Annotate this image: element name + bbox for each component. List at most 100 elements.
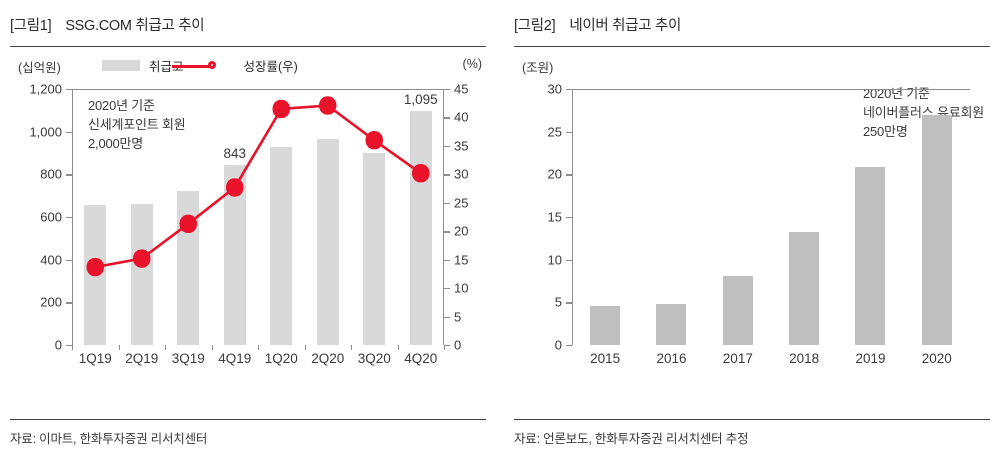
x-axis-tick [444, 345, 446, 350]
axis-tick [444, 288, 450, 290]
figure1-y-axis-right [442, 89, 444, 345]
bar [270, 147, 293, 345]
growth-line-marker [226, 178, 244, 197]
axis-tick-label: 5 [554, 294, 562, 310]
figure2-x-labels: 2015 2016 2017 2018 2019 2020 [572, 351, 970, 366]
x-axis-label: 1Q19 [78, 351, 112, 366]
bar-slot [705, 89, 771, 345]
axis-tick [66, 174, 72, 176]
axis-tick [444, 231, 450, 233]
x-axis-tick [258, 345, 260, 350]
x-axis-label: 2018 [789, 351, 820, 366]
figure1-source-text: 자료: 이마트, 한화투자증권 리서치센터 [10, 432, 208, 446]
figure2-tag: [그림2] [514, 18, 556, 34]
bar-slot [351, 89, 398, 345]
x-axis-label: 2015 [590, 351, 621, 366]
x-axis-label: 1Q20 [264, 351, 298, 366]
axis-tick [566, 174, 572, 176]
bar [921, 114, 952, 345]
bar-slot [837, 89, 903, 345]
figure2-title: 네이버 취급고 추이 [569, 18, 682, 34]
growth-line-marker [412, 163, 430, 183]
axis-tick-label: 1,200 [29, 81, 62, 97]
growth-line-marker [365, 130, 383, 150]
bar [789, 231, 820, 345]
axis-tick-label: 0 [554, 337, 562, 353]
growth-line-marker [86, 257, 104, 277]
legend-bar-swatch-icon [102, 60, 140, 71]
growth-line-marker [133, 249, 151, 268]
bar-slot [572, 89, 638, 345]
axis-tick [66, 259, 72, 261]
figure1-x-axis [72, 89, 444, 91]
figure2-bars [572, 89, 970, 345]
axis-tick-label: 10 [547, 252, 562, 268]
figure1-x-labels: 1Q19 2Q19 3Q19 4Q19 1Q20 2Q20 3Q20 4Q20 [72, 351, 444, 366]
axis-tick [566, 302, 572, 304]
figure2-header-rule [514, 46, 990, 47]
x-axis-label: 3Q19 [171, 351, 205, 366]
figure2-panel: [그림2] 네이버 취급고 추이 (조원) 2020년 기준 네이버플러스 유료… [500, 0, 1000, 459]
axis-tick-label: 1,000 [29, 124, 62, 140]
axis-tick [444, 174, 450, 176]
axis-tick-label: 35 [454, 138, 469, 154]
axis-tick-label: 25 [454, 195, 469, 211]
x-axis-label: 2019 [855, 351, 886, 366]
axis-tick-label: 15 [454, 252, 469, 268]
figure2-source: 자료: 언론보도, 한화투자증권 리서치센터 추정 [514, 419, 990, 447]
x-axis-tick [72, 345, 74, 350]
axis-tick-label: 10 [454, 280, 469, 296]
axis-tick-label: 20 [547, 166, 562, 182]
axis-tick [66, 89, 72, 91]
figure1-annotation: 2020년 기준 신세계포인트 회원 2,000만명 [88, 98, 186, 151]
axis-tick [444, 316, 450, 318]
figure1-tag: [그림1] [10, 18, 52, 34]
figure2-x-axis [572, 89, 970, 91]
figure1-header-rule [10, 46, 486, 47]
axis-tick-label: 30 [547, 81, 562, 97]
axis-tick [566, 217, 572, 219]
figure2-plot: 2015 2016 2017 2018 2019 2020 0 5 10 15 20 25 30 [548, 82, 970, 366]
axis-tick [444, 117, 450, 119]
x-axis-label: 4Q20 [404, 351, 438, 366]
axis-tick-label: 200 [40, 294, 62, 310]
axis-tick [66, 302, 72, 304]
axis-tick [444, 202, 450, 205]
bar [855, 166, 886, 345]
x-axis-tick [118, 345, 120, 350]
axis-tick-label: 0 [454, 337, 462, 353]
x-axis-tick [211, 345, 213, 350]
axis-tick [444, 89, 450, 91]
figure2-header: [그림2] 네이버 취급고 추이 [514, 0, 990, 40]
figure1-header: [그림1] SSG.COM 취급고 추이 [10, 0, 486, 40]
figure1-source-rule [10, 419, 486, 420]
x-axis-tick [304, 345, 306, 350]
axis-tick-label: 5 [454, 309, 462, 325]
figure1-panel: [그림1] SSG.COM 취급고 추이 (십억원) 취급고 성장률(우) (%… [10, 0, 486, 447]
axis-tick-label: 800 [40, 166, 62, 182]
legend-line-label: 성장률(우) [243, 60, 298, 74]
figure1-source: 자료: 이마트, 한화투자증권 리서치센터 [10, 419, 486, 447]
bar [316, 138, 339, 345]
figure2-source-rule [514, 419, 990, 420]
figure1-y-axis-left [72, 89, 74, 345]
x-axis-tick [351, 345, 353, 350]
bar-slot [904, 89, 970, 345]
x-axis-label: 2Q19 [125, 351, 159, 366]
x-axis-tick [397, 345, 399, 350]
figure1-plot: 843 1,095 1Q19 2Q19 3Q19 4Q19 1Q20 2Q20 3Q20 4Q2… [29, 82, 468, 367]
bar-slot [771, 89, 837, 345]
growth-line-marker [319, 96, 337, 115]
bar [223, 165, 246, 345]
x-axis-label: 2020 [921, 351, 952, 366]
figure2-left-unit: (조원) [522, 61, 554, 75]
legend-line-swatch-icon [171, 60, 235, 72]
bar-slot [258, 89, 305, 345]
axis-tick [566, 259, 572, 261]
figure1-plot-area: 2020년 기준 신세계포인트 회원 2,000만명 843 1,095 1Q19… [10, 81, 486, 381]
figure2-plot-area: 2020년 기준 네이버플러스 유료회원 250만명 2015 2016 2017 2… [514, 81, 990, 381]
legend-bar-label: 취급고 [149, 60, 184, 74]
x-axis-label: 3Q20 [357, 351, 391, 366]
bar [363, 153, 386, 345]
